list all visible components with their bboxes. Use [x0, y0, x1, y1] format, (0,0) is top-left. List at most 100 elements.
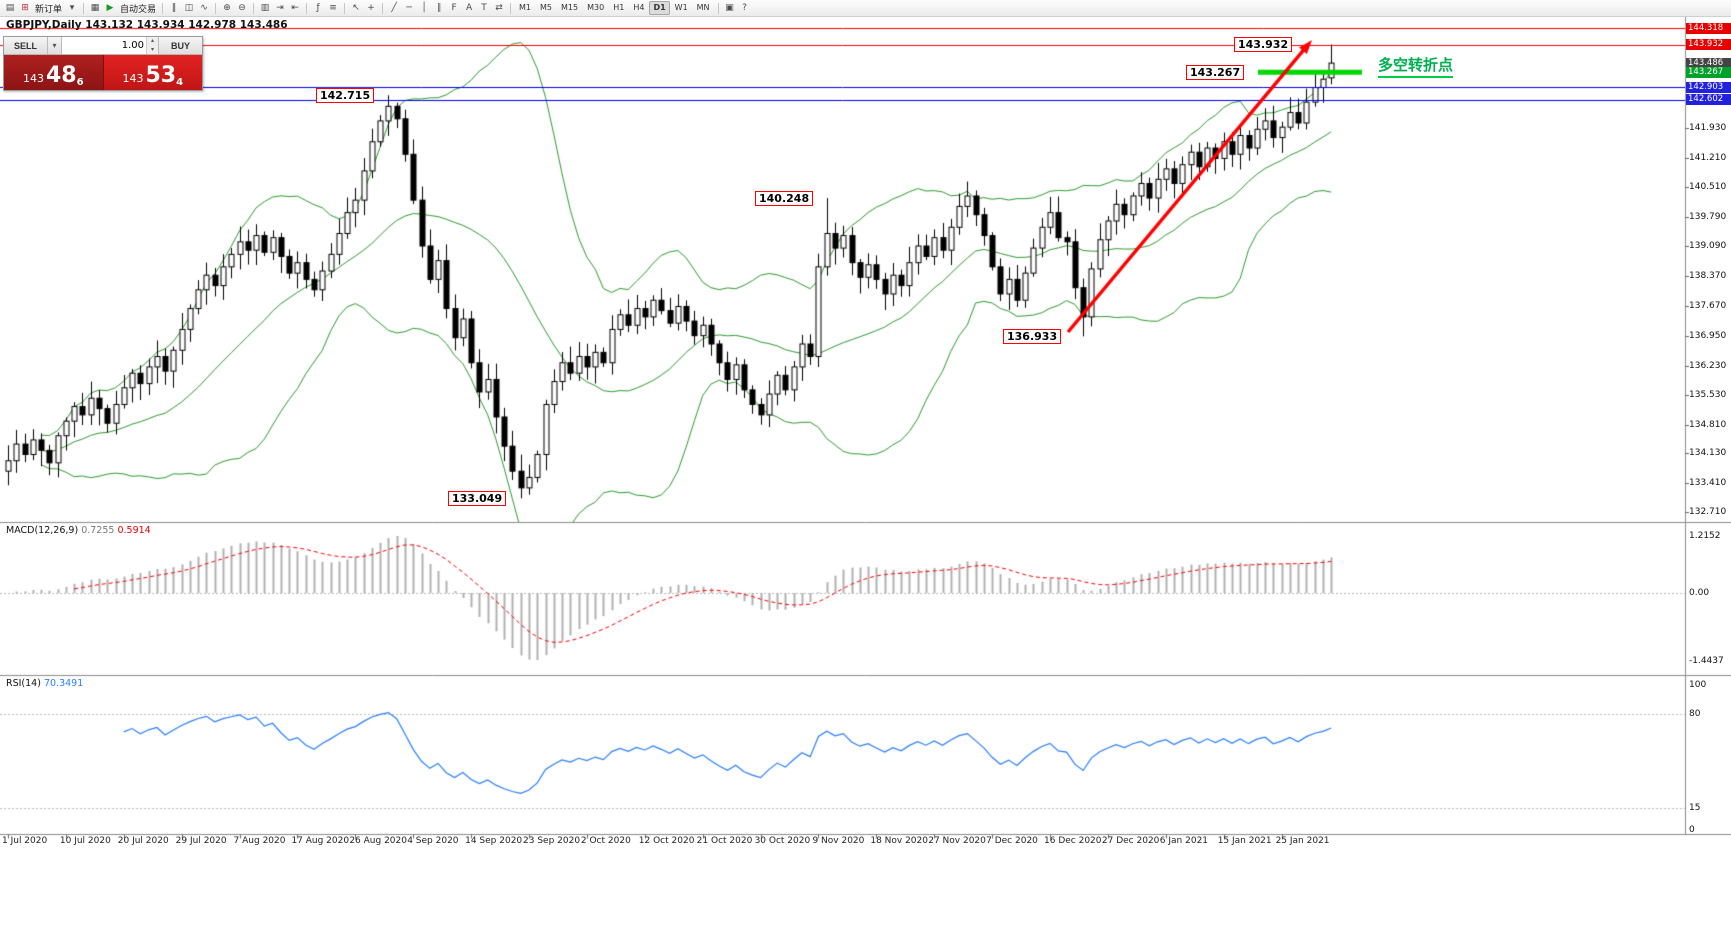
date-axis-label: 25 Jan 2021: [1275, 836, 1330, 846]
sell-price-head: 143: [22, 72, 44, 85]
price-annotation-label: 142.715: [316, 88, 375, 103]
price-tick-label: 133.410: [1689, 478, 1727, 489]
date-axis-label: 27 Nov 2020: [928, 836, 986, 846]
sell-price-sup: 6: [76, 77, 84, 88]
toolbar-separator: [717, 2, 719, 14]
price-axis-marker: 143.932: [1686, 39, 1731, 51]
rsi-name: RSI(14): [6, 678, 41, 689]
toolbar-separator: [253, 2, 255, 14]
horizontal-line-icon[interactable]: ─: [406, 3, 412, 13]
toolbar-separator: [215, 2, 217, 14]
cursor-icon[interactable]: ↖: [352, 3, 360, 13]
date-axis-label: 27 Dec 2020: [1101, 836, 1160, 846]
fibonacci-icon[interactable]: F: [451, 3, 457, 13]
buy-price-head: 143: [122, 72, 144, 85]
timeframe-m1[interactable]: M1: [519, 3, 532, 12]
buy-price-sup: 4: [176, 77, 184, 88]
macd-indicator-label: MACD(12,26,9) 0.7255 0.5914: [6, 525, 151, 536]
dropdown-caret-icon[interactable]: ▾: [69, 3, 75, 13]
macd-name: MACD(12,26,9): [6, 525, 79, 536]
timeframe-h4[interactable]: H4: [633, 3, 645, 12]
text-icon[interactable]: A: [465, 3, 473, 13]
volume-down-icon[interactable]: ▾: [147, 45, 158, 54]
date-axis-label: 17 Aug 2020: [291, 836, 350, 846]
arrows-icon[interactable]: ⇄: [495, 3, 503, 13]
date-axis-label: 15 Jan 2021: [1217, 836, 1272, 846]
rsi-axis-label: 15: [1689, 803, 1701, 814]
volume-input[interactable]: [62, 37, 146, 54]
buy-price-button[interactable]: 143 53 4: [103, 55, 202, 90]
toolbar-separator: [306, 2, 308, 14]
chart-shift-icon[interactable]: ⇤: [291, 3, 299, 13]
volume-spinner: ▴ ▾: [146, 37, 158, 54]
buy-button[interactable]: BUY: [158, 37, 202, 54]
timeframe-m15[interactable]: M15: [561, 3, 579, 12]
date-axis-label: 12 Oct 2020: [638, 836, 695, 846]
new-order-button[interactable]: 新订单: [35, 4, 63, 15]
volume-stepper: ▴ ▾: [62, 37, 158, 54]
date-axis-label: 16 Dec 2020: [1044, 836, 1102, 846]
profiles-icon[interactable]: ▦: [90, 3, 100, 13]
autotrade-play-icon[interactable]: ▶: [106, 3, 114, 13]
sell-price-big: 48: [45, 63, 77, 88]
timeframe-m30[interactable]: M30: [587, 3, 605, 12]
quote-price-row: 143 48 6 143 53 4: [4, 55, 202, 90]
auto-scroll-icon[interactable]: ⇥: [276, 3, 284, 13]
date-axis-label: 6 Jan 2021: [1159, 836, 1209, 846]
macd-axis-label: -1.4437: [1689, 656, 1724, 666]
date-axis-label: 1 Jul 2020: [2, 836, 48, 846]
channel-icon[interactable]: ∥: [436, 3, 442, 13]
date-axis-label: 29 Jul 2020: [175, 836, 227, 846]
timeframe-h1[interactable]: H1: [613, 3, 625, 12]
date-axis-label: 7 Aug 2020: [233, 836, 286, 846]
templates-icon[interactable]: ≡: [329, 3, 337, 13]
crosshair-icon[interactable]: +: [367, 3, 375, 13]
price-tick-label: 141.930: [1689, 123, 1727, 133]
vertical-line-icon[interactable]: │: [421, 3, 427, 13]
indicators-icon[interactable]: ƒ: [316, 3, 320, 13]
zoom-out-icon[interactable]: ⊖: [238, 3, 246, 13]
price-tick-label: 139.090: [1689, 241, 1727, 252]
zoom-in-icon[interactable]: ⊕: [223, 3, 231, 13]
price-tick-label: 136.950: [1689, 330, 1727, 341]
autotrading-button[interactable]: 自动交易: [120, 4, 157, 15]
candlestick-icon[interactable]: ◫: [184, 3, 194, 13]
line-chart-icon[interactable]: ∿: [200, 3, 208, 13]
sell-dropdown-icon[interactable]: ▾: [48, 37, 62, 54]
bar-chart-icon[interactable]: ‖: [171, 3, 177, 13]
window-arrange-icon[interactable]: ▣: [725, 3, 734, 13]
trendline-icon[interactable]: ╱: [391, 3, 397, 13]
symbol-ohlc-line: GBPJPY,Daily 143.132 143.934 142.978 143…: [6, 19, 288, 31]
rsi-indicator-label: RSI(14) 70.3491: [6, 678, 83, 689]
price-axis-marker: 143.486: [1686, 57, 1731, 69]
date-axis-label: 10 Jul 2020: [59, 836, 111, 846]
rsi-axis-label: 80: [1689, 709, 1701, 719]
timeframe-m5[interactable]: M5: [540, 3, 553, 12]
date-axis-label: 26 Aug 2020: [349, 836, 407, 846]
timeframe-mn[interactable]: MN: [696, 3, 710, 12]
toolbar-separator: [162, 2, 164, 14]
date-axis-label: 21 Oct 2020: [696, 836, 753, 846]
turning-point-annotation: 多空转折点: [1378, 54, 1454, 78]
help-icon[interactable]: ?: [742, 3, 747, 13]
timeframe-d1[interactable]: D1: [649, 1, 670, 15]
new-order-icon[interactable]: ⊞: [21, 3, 29, 13]
price-tick-label: 134.130: [1689, 448, 1727, 459]
price-axis-marker: 143.267: [1686, 66, 1731, 78]
label-icon[interactable]: T: [481, 3, 487, 13]
timeframe-w1[interactable]: W1: [674, 3, 688, 12]
sell-price-button[interactable]: 143 48 6: [4, 55, 104, 90]
price-axis-marker: 144.318: [1686, 22, 1731, 34]
price-tick-label: 136.230: [1689, 360, 1727, 371]
quote-top-row: SELL ▾ ▴ ▾ BUY: [4, 37, 202, 55]
chart-window-icon[interactable]: ▤: [5, 3, 15, 13]
price-tick-label: 141.210: [1689, 153, 1727, 164]
volume-up-icon[interactable]: ▴: [147, 37, 158, 46]
tile-windows-icon[interactable]: ▥: [260, 3, 270, 13]
rsi-axis-label: 100: [1689, 680, 1707, 690]
price-annotation-label: 143.932: [1234, 37, 1293, 52]
sell-button[interactable]: SELL: [4, 37, 48, 54]
